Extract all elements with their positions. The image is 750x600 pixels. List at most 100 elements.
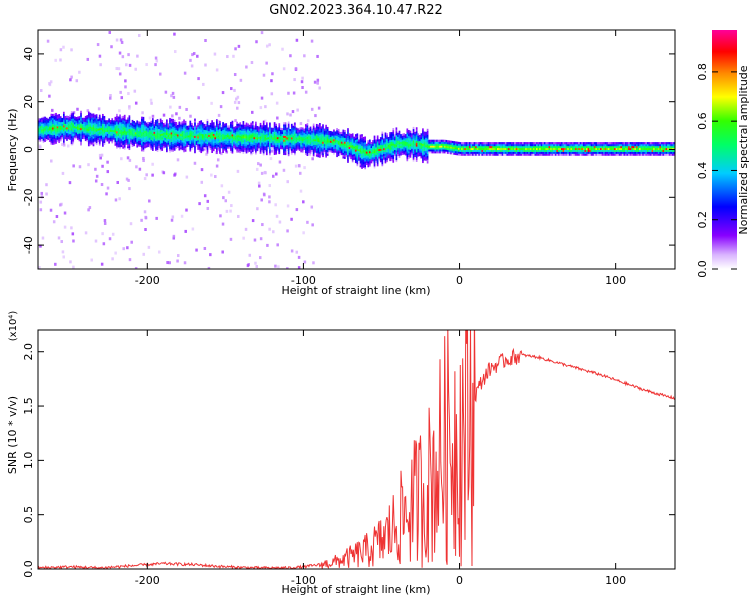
- heatmap-ridge-cell: [417, 137, 420, 140]
- heatmap-ridge-cell: [581, 145, 584, 149]
- heatmap-ridge-cell: [404, 139, 407, 143]
- heatmap-ridge-cell: [205, 124, 207, 127]
- heatmap-ridge-cell: [203, 143, 206, 146]
- heatmap-ridge-cell: [350, 135, 352, 139]
- heatmap-ridge-cell: [493, 142, 496, 145]
- heatmap-ridge-cell: [41, 123, 43, 126]
- heatmap-ridge-cell: [604, 153, 607, 156]
- heatmap-ridge-cell: [300, 136, 302, 139]
- heatmap-ridge-cell: [236, 138, 238, 142]
- heatmap-ridge-cell: [112, 131, 115, 134]
- heatmap-ridge-cell: [226, 135, 229, 138]
- heatmap-ridge-cell: [209, 145, 212, 149]
- heatmap-ridge-cell: [59, 120, 62, 123]
- heatmap-ridge-cell: [141, 133, 143, 137]
- heatmap-ridge-cell: [336, 147, 338, 150]
- heatmap-ridge-cell: [61, 119, 64, 123]
- heatmap-ridge-cell: [578, 145, 580, 149]
- heatmap-ridge-cell: [578, 153, 580, 156]
- heatmap-ridge-cell: [50, 113, 53, 116]
- heatmap-ridge-cell: [350, 145, 352, 148]
- heatmap-ridge-cell: [167, 134, 170, 138]
- heatmap-ridge-cell: [414, 135, 416, 138]
- heatmap-ridge-cell: [514, 145, 516, 149]
- heatmap-ridge-cell: [534, 147, 537, 151]
- heatmap-ridge-cell: [103, 142, 106, 145]
- heatmap-ridge-cell: [175, 131, 178, 134]
- heatmap-ridge-cell: [447, 142, 449, 145]
- heatmap-ridge-cell: [617, 144, 619, 147]
- heatmap-ridge-cell: [319, 140, 321, 143]
- heatmap-ridge-cell: [217, 137, 220, 140]
- heatmap-ridge-cell: [73, 123, 76, 127]
- heatmap-ridge-cell: [386, 148, 388, 151]
- heatmap-ridge-cell: [492, 149, 495, 152]
- heatmap-ridge-cell: [273, 139, 276, 142]
- heatmap-ridge-cell: [141, 137, 143, 140]
- heatmap-ridge-cell: [518, 147, 521, 151]
- heatmap-noise-cell: [88, 206, 92, 210]
- heatmap-ridge-cell: [236, 146, 238, 149]
- heatmap-ridge-cell: [195, 129, 198, 132]
- heatmap-noise-cell: [312, 261, 315, 265]
- heatmap-ridge-cell: [514, 142, 516, 145]
- heatmap-ridge-cell: [640, 145, 643, 149]
- heatmap-noise-cell: [52, 220, 56, 224]
- heatmap-ridge-cell: [108, 141, 110, 144]
- heatmap-ridge-cell: [423, 137, 426, 140]
- heatmap-ridge-cell: [319, 124, 321, 128]
- heatmap-ridge-cell: [386, 144, 388, 147]
- heatmap-ridge-cell: [237, 144, 240, 147]
- heatmap-ridge-cell: [646, 142, 649, 145]
- heatmap-ridge-cell: [84, 133, 87, 136]
- heatmap-ridge-cell: [122, 140, 125, 143]
- heatmap-ridge-cell: [48, 130, 51, 133]
- heatmap-ridge-cell: [344, 152, 346, 156]
- heatmap-ridge-cell: [493, 145, 496, 149]
- heatmap-ridge-cell: [433, 145, 435, 148]
- heatmap-ridge-cell: [261, 146, 263, 149]
- heatmap-ridge-cell: [265, 126, 268, 129]
- heatmap-ridge-cell: [362, 156, 365, 159]
- heatmap-ridge-cell: [397, 136, 399, 139]
- heatmap-ridge-cell: [472, 145, 474, 149]
- heatmap-ridge-cell: [201, 147, 204, 150]
- heatmap-ridge-cell: [375, 152, 377, 156]
- heatmap-ridge-cell: [151, 121, 154, 125]
- heatmap-ridge-cell: [406, 141, 409, 145]
- heatmap-ridge-cell: [567, 145, 569, 149]
- heatmap-ridge-cell: [356, 160, 359, 163]
- heatmap-ridge-cell: [211, 124, 214, 127]
- heatmap-ridge-cell: [440, 143, 443, 146]
- heatmap-ridge-cell: [103, 140, 106, 144]
- heatmap-ridge-cell: [133, 143, 135, 147]
- heatmap-ridge-cell: [361, 137, 363, 141]
- heatmap-ridge-cell: [512, 144, 515, 147]
- heatmap-ridge-cell: [228, 136, 231, 140]
- heatmap-ridge-cell: [75, 134, 78, 137]
- heatmap-ridge-cell: [136, 135, 139, 138]
- heatmap-ridge-cell: [395, 136, 398, 140]
- heatmap-ridge-cell: [515, 153, 518, 156]
- heatmap-noise-cell: [172, 236, 176, 240]
- heatmap-ridge-cell: [375, 139, 377, 142]
- heatmap-ridge-cell: [643, 153, 646, 156]
- heatmap-ridge-cell: [447, 144, 449, 147]
- heatmap-ridge-cell: [123, 118, 126, 121]
- heatmap-ridge-cell: [336, 137, 338, 140]
- heatmap-ridge-cell: [375, 143, 377, 146]
- heatmap-ridge-cell: [618, 149, 621, 152]
- heatmap-ridge-cell: [89, 129, 92, 133]
- heatmap-ridge-cell: [244, 143, 246, 147]
- heatmap-ridge-cell: [387, 148, 390, 151]
- heatmap-ridge-cell: [105, 131, 107, 134]
- heatmap-ridge-cell: [117, 135, 120, 138]
- heatmap-ridge-cell: [596, 144, 599, 147]
- heatmap-ridge-cell: [426, 149, 429, 153]
- heatmap-noise-cell: [144, 215, 147, 219]
- heatmap-ridge-cell: [62, 111, 65, 114]
- heatmap-ridge-cell: [264, 148, 267, 151]
- heatmap-noise-cell: [265, 61, 268, 65]
- heatmap-ridge-cell: [126, 144, 129, 147]
- heatmap-ridge-cell: [155, 146, 157, 149]
